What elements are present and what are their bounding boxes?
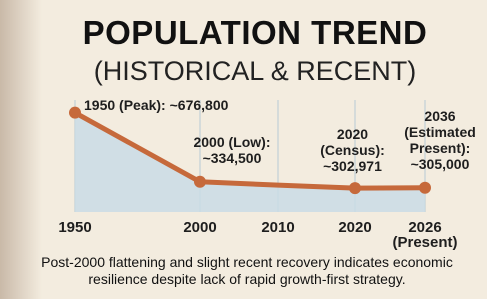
x-tick-label: 2020 <box>315 220 395 235</box>
x-tick-label: 2000 <box>160 220 240 235</box>
x-tick-label: 1950 <box>35 220 115 235</box>
point <box>194 176 206 188</box>
annotation: 2020 (Census): ~302,971 <box>315 126 390 174</box>
x-tick-label: 2026 (Present) <box>385 220 465 250</box>
page: POPULATION TREND (HISTORICAL & RECENT) P… <box>0 0 487 299</box>
chart-subtitle: (HISTORICAL & RECENT) <box>40 56 470 87</box>
annotation: 1950 (Peak): ~676,800 <box>84 97 264 113</box>
point <box>69 107 81 119</box>
point <box>349 182 361 194</box>
footnote: Post-2000 flattening and slight recent r… <box>12 254 482 288</box>
annotation: 2000 (Low): ~334,500 <box>192 134 272 166</box>
annotation: 2036 (Estimated Present): ~305,000 <box>395 108 485 172</box>
x-tick-label: 2010 <box>238 220 318 235</box>
chart-title: POPULATION TREND <box>40 14 470 52</box>
point <box>419 182 431 194</box>
